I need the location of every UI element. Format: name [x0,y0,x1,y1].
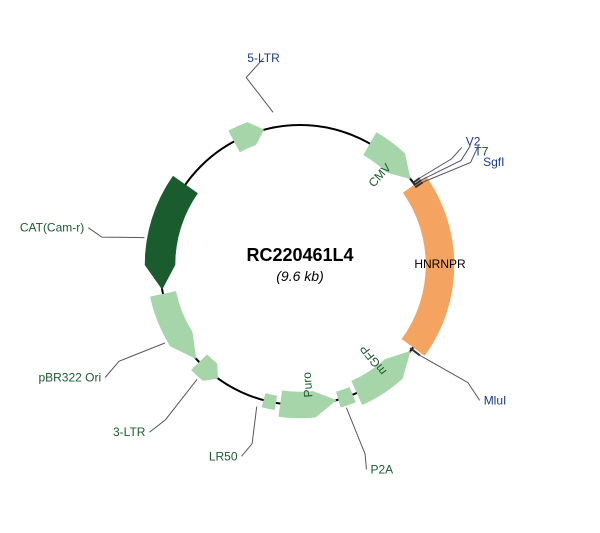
feature-label-puro: Puro [300,371,316,398]
leader-cat [88,228,144,238]
site-label-mlui: MluI [484,393,507,407]
feature-label-pbr322: pBR322 Ori [38,371,101,385]
feature-five-ltr [229,122,264,152]
feature-label-hnrnpr: HNRNPR [414,257,466,271]
feature-lr50 [262,393,277,409]
leader-three-ltr [149,379,197,432]
leader-lr50 [242,407,257,457]
leader-mlui [420,355,480,400]
leader-p2a [346,408,366,470]
feature-label-lr50: LR50 [209,449,238,463]
feature-label-cat: CAT(Cam-r) [20,221,84,235]
plasmid-name: RC220461L4 [246,245,353,265]
leader-five-ltr [246,58,273,112]
plasmid-size: (9.6 kb) [276,268,323,284]
feature-label-five-ltr: 5-LTR [247,51,280,65]
site-label-sgfi: SgfI [483,155,504,169]
feature-label-p2a: P2A [370,462,393,476]
leader-pbr322 [105,343,165,378]
feature-pbr322 [150,291,196,358]
leader-sgfi [423,144,479,182]
feature-label-three-ltr: 3-LTR [113,425,146,439]
feature-cat [145,176,198,289]
feature-p2a [336,387,355,407]
plasmid-map: CAT(Cam-r) 5-LTR pBR322 Ori 3-LTR LR50 Puro P2… [0,0,600,533]
features-group: CAT(Cam-r) 5-LTR pBR322 Ori 3-LTR LR50 Puro P2… [20,51,466,476]
